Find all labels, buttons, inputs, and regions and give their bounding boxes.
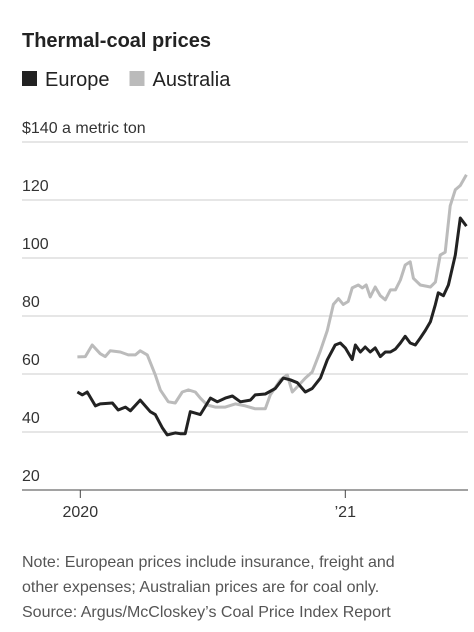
y-tick-label: 100 (22, 236, 49, 253)
note: Note: European prices include insurance,… (22, 554, 395, 571)
y-tick-label: 20 (22, 468, 40, 485)
x-tick-label: 2020 (63, 504, 99, 521)
line-series (76, 216, 468, 437)
x-tick-label: ’21 (335, 504, 356, 521)
y-tick-label: 120 (22, 178, 49, 195)
legend-swatch (129, 71, 145, 86)
legend-swatch (22, 71, 37, 86)
y-tick-label: $140 a metric ton (22, 120, 146, 137)
y-tick-label: 40 (22, 410, 40, 427)
chart-title: Thermal-coal prices (22, 30, 211, 52)
y-tick-label: 80 (22, 294, 40, 311)
line-series (77, 174, 468, 411)
note: Source: Argus/McCloskey’s Coal Price Ind… (22, 604, 391, 621)
legend-label: Australia (153, 69, 232, 91)
note: other expenses; Australian prices are fo… (22, 579, 379, 596)
y-tick-label: 60 (22, 352, 40, 369)
legend-label: Europe (45, 69, 110, 91)
